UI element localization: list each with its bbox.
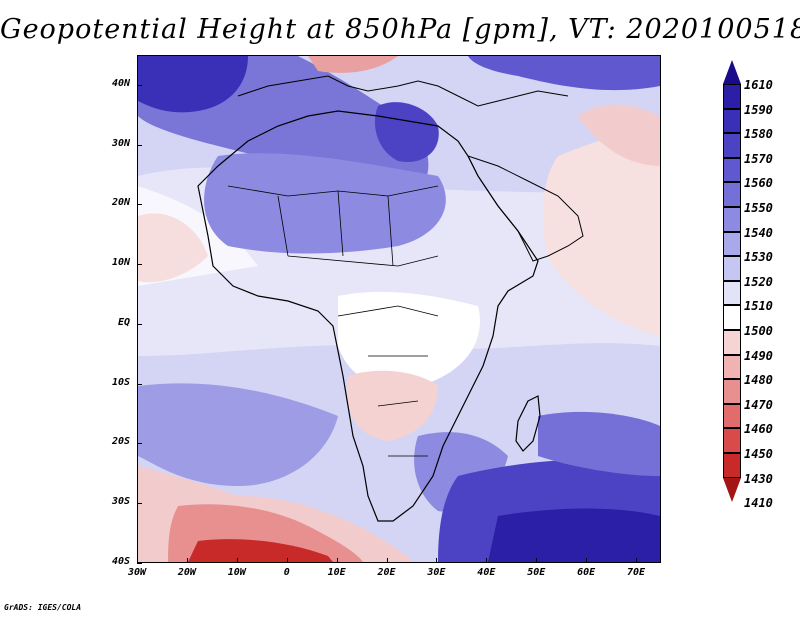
lon-tick-mark (137, 558, 138, 563)
lat-tick-label: 30S (111, 496, 130, 508)
geopotential-field (138, 56, 660, 562)
lon-tick-mark (536, 558, 538, 563)
lat-tick-mark (137, 443, 142, 445)
legend-label: 1460 (744, 422, 773, 437)
legend-label: 1450 (744, 447, 773, 461)
lon-tick-label: 40E (477, 567, 496, 578)
lon-tick-label: 30E (427, 567, 446, 578)
lon-tick-mark (636, 558, 638, 563)
lon-tick-mark (386, 558, 388, 563)
legend-label: 1510 (744, 299, 773, 314)
lat-tick-label: 20S (111, 436, 130, 448)
legend-label: 1520 (744, 274, 773, 289)
lon-tick-label: 60E (577, 567, 596, 578)
legend-label: 1570 (744, 151, 773, 166)
lat-tick-label: 10S (111, 376, 130, 388)
legend-swatch (723, 330, 741, 355)
lon-tick-mark (336, 558, 338, 563)
legend-swatch (723, 84, 741, 109)
lat-tick-label: 10N (111, 257, 130, 269)
legend-label: 1610 (744, 78, 773, 92)
lon-tick-label: 10E (327, 567, 346, 578)
grads-credit: GrADS: IGES/COLA (4, 603, 82, 612)
legend-swatch (723, 453, 741, 478)
legend-label: 1480 (744, 373, 773, 388)
lat-tick-mark (137, 503, 142, 505)
lon-tick-label: 70E (627, 567, 646, 578)
legend-label: 1500 (744, 324, 773, 338)
legend-swatch (723, 379, 741, 404)
legend-label: 1430 (744, 471, 773, 486)
legend-swatch (723, 280, 741, 306)
lat-tick-mark (137, 264, 142, 266)
lat-tick-label: 30N (111, 137, 130, 149)
lon-tick-mark (286, 558, 288, 563)
legend-swatch (723, 403, 741, 429)
lon-tick-label: 30W (127, 567, 147, 578)
legend-label: 1530 (744, 250, 773, 265)
lat-tick-mark (137, 84, 142, 86)
legend-label: 1540 (744, 225, 773, 240)
legend-swatch (723, 108, 741, 134)
legend-swatch (723, 305, 741, 330)
legend-label: 1580 (744, 127, 773, 142)
lat-tick-mark (137, 144, 142, 146)
legend-swatch (723, 354, 741, 380)
lon-tick-mark (436, 558, 438, 563)
map-title: Geopotential Height at 850hPa [gpm], VT:… (0, 14, 800, 45)
legend-label: 1560 (744, 176, 773, 191)
lon-tick-mark (186, 558, 188, 563)
legend-label: 1470 (744, 397, 773, 412)
lon-tick-label: 50E (527, 567, 546, 578)
lat-tick-label: 40N (111, 77, 130, 89)
lon-tick-label: 0 (283, 567, 290, 578)
lon-tick-label: 20W (177, 567, 196, 578)
legend-label: 1410 (744, 496, 773, 511)
lat-tick-label: 20N (111, 197, 130, 209)
legend-swatch (723, 207, 741, 232)
lon-tick-label: 20E (377, 567, 396, 578)
lon-tick-mark (236, 558, 238, 563)
map-panel (137, 55, 661, 563)
legend-swatch (723, 182, 741, 207)
lon-tick-label: 10W (227, 567, 246, 578)
lon-tick-mark (586, 558, 588, 563)
legend-swatch (723, 256, 741, 281)
legend-arrow-top (723, 60, 741, 84)
legend-swatch (723, 157, 741, 183)
legend-label: 1590 (744, 102, 773, 117)
legend-arrow-bottom (723, 477, 741, 502)
lat-tick-label: EQ (117, 316, 130, 328)
legend-swatch (723, 428, 741, 453)
lat-tick-mark (137, 563, 142, 564)
legend-swatch (723, 133, 741, 158)
legend-swatch (723, 231, 741, 257)
lat-tick-label: 40S (111, 556, 130, 567)
legend-label: 1490 (744, 348, 773, 363)
lat-tick-mark (137, 383, 142, 385)
lon-tick-mark (486, 558, 488, 563)
lat-tick-mark (137, 323, 142, 325)
legend-label: 1550 (744, 201, 773, 215)
lat-tick-mark (137, 204, 142, 206)
